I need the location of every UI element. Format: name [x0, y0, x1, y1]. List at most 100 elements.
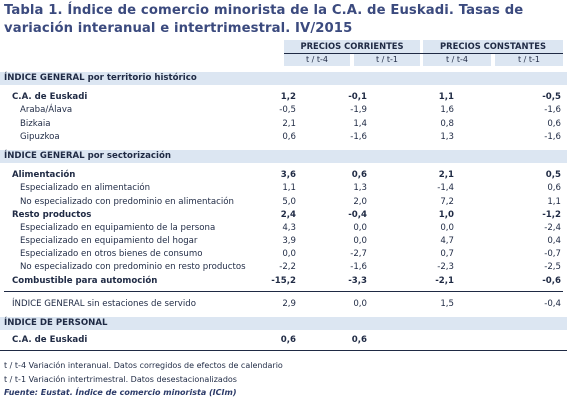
- section-label: ÍNDICE GENERAL por territorio histórico: [4, 73, 197, 83]
- subheader-corr-t1: t / t-1: [354, 54, 420, 66]
- row-label: Especializado en equipamiento de la pers…: [20, 222, 216, 233]
- cell-value: -3,3: [348, 275, 367, 286]
- row-label: Araba/Álava: [20, 105, 73, 116]
- cell-value: -0,4: [348, 209, 367, 220]
- cell-value: 2,0: [353, 196, 367, 207]
- row-label: C.A. de Euskadi: [12, 335, 88, 346]
- cell-value: 1,1: [438, 92, 454, 103]
- cell-value: 0,4: [547, 236, 561, 247]
- row-label: Especializado en equipamiento del hogar: [20, 236, 198, 247]
- cell-value: -0,7: [544, 249, 561, 260]
- header-row-groups: PRECIOS CORRIENTES PRECIOS CONSTANTES: [0, 40, 567, 53]
- row-label: Bizkaia: [20, 118, 51, 129]
- group-label-constantes: PRECIOS CONSTANTES: [440, 41, 546, 51]
- cell-value: 0,6: [547, 118, 561, 129]
- group-header-corrientes: [284, 40, 420, 53]
- cell-value: 2,4: [280, 209, 296, 220]
- row-label: Especializado en alimentación: [20, 183, 151, 194]
- cell-value: -2,1: [435, 275, 454, 286]
- cell-value: 5,0: [282, 196, 296, 207]
- cell-value: 0,0: [353, 236, 367, 247]
- divider: [4, 290, 563, 293]
- cell-value: 0,0: [353, 298, 367, 309]
- cell-value: -1,6: [544, 131, 561, 142]
- section-territorio: ÍNDICE GENERAL por territorio histórico: [0, 72, 567, 86]
- data-table: PRECIOS CORRIENTES PRECIOS CONSTANTES t …: [0, 40, 567, 352]
- table-row: C.A. de Euskadi 1,2 -0,1 1,1 -0,5: [0, 91, 567, 104]
- cell-value: 1,0: [438, 209, 454, 220]
- cell-value: 3,9: [282, 236, 296, 247]
- table-row: C.A. de Euskadi 0,6 0,6: [0, 334, 567, 347]
- cell-value: -1,6: [544, 105, 561, 116]
- cell-value: 0,0: [282, 249, 296, 260]
- section-personal: ÍNDICE DE PERSONAL: [0, 317, 567, 331]
- row-label: ÍNDICE GENERAL sin estaciones de servido: [12, 298, 196, 309]
- cell-value: 1,4: [353, 118, 367, 129]
- table-row: Araba/Álava -0,5 -1,9 1,6 -1,6: [0, 104, 567, 117]
- cell-value: 2,9: [282, 298, 296, 309]
- note-interanual: t / t-4 Variación interanual. Datos corr…: [4, 361, 283, 370]
- cell-value: -0,4: [544, 298, 561, 309]
- group-header-constantes: [423, 40, 563, 53]
- row-label: Gipuzkoa: [20, 131, 60, 142]
- row-label: Resto productos: [12, 209, 92, 220]
- cell-value: 0,6: [351, 335, 367, 346]
- cell-value: -0,1: [348, 92, 367, 103]
- table-row: No especializado con predominio en resto…: [0, 261, 567, 274]
- cell-value: 3,6: [280, 170, 296, 181]
- header-row-sub: t / t-4 t / t-1 t / t-4 t / t-1: [0, 54, 567, 66]
- cell-value: 0,5: [545, 170, 561, 181]
- cell-value: -2,5: [544, 262, 561, 273]
- row-label: C.A. de Euskadi: [12, 92, 88, 103]
- cell-value: -1,9: [350, 105, 367, 116]
- cell-value: 0,6: [547, 183, 561, 194]
- cell-value: 2,1: [282, 118, 296, 129]
- table-row: Resto productos 2,4 -0,4 1,0 -1,2: [0, 209, 567, 222]
- cell-value: 0,8: [440, 118, 454, 129]
- cell-value: -0,6: [542, 275, 561, 286]
- cell-value: -1,4: [437, 183, 454, 194]
- cell-value: 0,6: [280, 335, 296, 346]
- table-row: Especializado en equipamiento de la pers…: [0, 222, 567, 235]
- cell-value: 0,6: [282, 131, 296, 142]
- header-divider: [284, 53, 563, 54]
- table-row: Especializado en alimentación 1,1 1,3 -1…: [0, 182, 567, 195]
- row-label: Alimentación: [12, 170, 76, 181]
- cell-value: 4,7: [440, 236, 454, 247]
- cell-value: -0,5: [279, 105, 296, 116]
- cell-value: 0,7: [440, 249, 454, 260]
- table-row: Especializado en otros bienes de consumo…: [0, 248, 567, 261]
- cell-value: 0,0: [440, 222, 454, 233]
- cell-value: 4,3: [282, 222, 296, 233]
- cell-value: 1,5: [440, 298, 454, 309]
- table-row: Alimentación 3,6 0,6 2,1 0,5: [0, 169, 567, 182]
- cell-value: 2,1: [438, 170, 454, 181]
- cell-value: -1,2: [542, 209, 561, 220]
- table-row: No especializado con predominio en alime…: [0, 196, 567, 209]
- table-row: Combustible para automoción -15,2 -3,3 -…: [0, 275, 567, 288]
- section-label: ÍNDICE GENERAL por sectorización: [4, 150, 171, 161]
- table-row: ÍNDICE GENERAL sin estaciones de servido…: [0, 298, 567, 311]
- section-label: ÍNDICE DE PERSONAL: [4, 318, 108, 328]
- table-row: Bizkaia 2,1 1,4 0,8 0,6: [0, 118, 567, 131]
- row-label: Especializado en otros bienes de consumo: [20, 249, 203, 260]
- source-note: Fuente: Eustat. Índice de comercio minor…: [4, 388, 237, 397]
- cell-value: 1,1: [547, 196, 561, 207]
- row-label: Combustible para automoción: [12, 275, 158, 286]
- section-sectorizacion: ÍNDICE GENERAL por sectorización: [0, 149, 567, 164]
- row-label: No especializado con predominio en alime…: [20, 196, 234, 207]
- cell-value: 1,1: [282, 183, 296, 194]
- table-bottom-border: [0, 350, 567, 352]
- cell-value: 1,3: [440, 131, 454, 142]
- table-row: Gipuzkoa 0,6 -1,6 1,3 -1,6: [0, 131, 567, 144]
- cell-value: -2,4: [544, 222, 561, 233]
- cell-value: -2,2: [279, 262, 296, 273]
- cell-value: -1,6: [350, 131, 367, 142]
- cell-value: -2,3: [437, 262, 454, 273]
- subheader-corr-t4: t / t-4: [284, 54, 350, 66]
- note-intertrimestral: t / t-1 Variación intertrimestral. Datos…: [4, 375, 237, 384]
- cell-value: 1,6: [440, 105, 454, 116]
- group-label-corrientes: PRECIOS CORRIENTES: [300, 41, 404, 51]
- row-label: No especializado con predominio en resto…: [20, 262, 246, 273]
- cell-value: -2,7: [350, 249, 367, 260]
